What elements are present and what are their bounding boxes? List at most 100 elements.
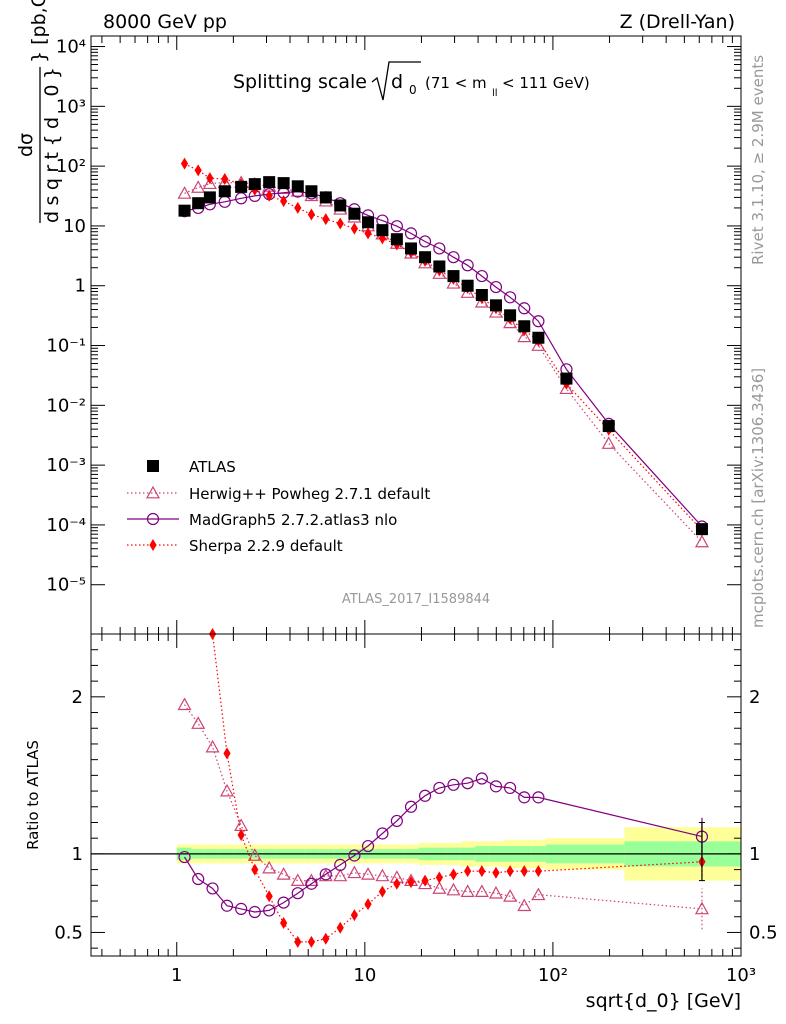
data-point	[504, 309, 517, 322]
data-point	[418, 235, 432, 248]
ratio-axis-ticks: 1 10 10² 10³ 0.5 0.5 1 1 2 2	[54, 634, 778, 986]
ratio-point	[294, 935, 302, 948]
ratio-point	[449, 868, 458, 881]
ratio-point	[461, 777, 474, 790]
legend-entry: Sherpa 2.2.9 default	[127, 537, 343, 555]
data-point	[447, 270, 460, 283]
x-tick-label: 10	[353, 965, 376, 986]
xlabel: sqrt{d_0} [GeV]	[586, 990, 741, 1012]
data-point	[177, 186, 192, 199]
ratio-point	[178, 850, 191, 864]
ratio-point	[191, 716, 206, 729]
data-point	[404, 227, 418, 240]
data-point	[461, 259, 474, 272]
data-point	[694, 534, 709, 548]
data-point	[475, 288, 488, 301]
ylabel-unit: } [pb,GeV	[28, 0, 50, 63]
ratio-point	[432, 881, 447, 894]
data-point	[390, 233, 403, 246]
ratio-point	[506, 865, 514, 878]
ylabel-denominator: dsqrt{d_0}	[41, 67, 63, 223]
ratio-point	[488, 885, 503, 899]
data-point	[489, 299, 502, 312]
sqrt-symbol	[371, 61, 421, 101]
legend-entry: ATLAS	[147, 458, 236, 476]
data-point	[218, 185, 231, 198]
data-point	[235, 180, 248, 193]
data-point	[265, 189, 273, 202]
x-tick-label: 1	[171, 965, 182, 986]
ratio-point	[318, 868, 333, 882]
mcplots-label: mcplots.cern.ch [arXiv:1306.3436]	[749, 368, 767, 628]
data-point	[405, 242, 418, 255]
ratio-point	[307, 935, 316, 948]
ratio-point	[475, 772, 488, 785]
ratio-point	[263, 904, 276, 917]
ratio-point	[375, 868, 390, 882]
data-point	[319, 191, 332, 204]
data-point	[447, 251, 460, 264]
ratio-point	[336, 921, 344, 934]
legend-marker	[145, 485, 161, 499]
ratio-point	[177, 697, 192, 711]
data-point	[203, 191, 216, 204]
y-tick-label: 10³	[56, 96, 86, 117]
ratio-point	[280, 917, 288, 930]
ratio-point	[364, 898, 372, 911]
data-point	[364, 227, 372, 240]
ratio-plot-marks	[177, 628, 709, 948]
main-axis-ticks: 10⁻⁵ 10⁻⁴ 10⁻³ 10⁻² 10⁻¹ 1 10 10² 10³ 10⁴	[46, 36, 742, 634]
series-square	[178, 176, 708, 536]
ratio-point	[517, 898, 532, 912]
data-point	[488, 305, 503, 318]
y-tick-label: 10²	[56, 156, 86, 177]
header-left: 8000 GeV pp	[103, 11, 227, 33]
data-point	[489, 280, 503, 294]
plot-title: Splitting scale d 0 (71 < m ll < 111 GeV…	[233, 61, 590, 101]
ratio-point	[489, 780, 503, 793]
y-tick-label-right: 1	[749, 844, 760, 865]
ratio-frame	[90, 633, 742, 957]
data-point	[475, 269, 488, 283]
data-point	[460, 285, 475, 298]
ratio-point	[334, 858, 347, 871]
data-point	[602, 420, 615, 433]
ratio-point	[304, 873, 319, 887]
ylabel-numerator: dσ	[15, 133, 37, 157]
ratio-point	[464, 865, 472, 878]
y-tick-label: 1	[72, 844, 83, 865]
ratio-series-diamond	[208, 628, 706, 948]
ratio-point	[532, 791, 545, 804]
data-point	[378, 232, 387, 245]
y-tick-label-right: 2	[749, 687, 760, 708]
data-point	[322, 213, 330, 226]
ratio-point	[421, 874, 429, 887]
title-range: (71 < m	[425, 74, 487, 92]
ratio-point	[234, 818, 249, 832]
ratio-line	[184, 704, 703, 910]
data-point	[560, 372, 573, 385]
ratio-point	[192, 872, 205, 886]
data-point	[178, 204, 191, 217]
ratio-panel: 1 10 10² 10³ 0.5 0.5 1 1 2 2 Ratio to ATLAS sqrt{…	[24, 628, 778, 1012]
ratio-point	[520, 865, 528, 878]
legend-marker	[147, 460, 159, 472]
y-tick-label: 10⁻³	[46, 455, 86, 476]
data-point	[334, 199, 347, 212]
data-point	[362, 216, 375, 229]
data-point	[348, 207, 361, 220]
ratio-point	[350, 909, 358, 922]
y-tick-label: 10⁻⁴	[46, 515, 86, 536]
ratio-point	[694, 901, 709, 915]
ratio-point	[237, 829, 245, 842]
data-point	[503, 315, 518, 329]
ratio-point	[251, 863, 259, 876]
ratio-point	[378, 885, 387, 898]
ratio-point	[404, 800, 418, 813]
ratio-point	[418, 876, 433, 890]
ratio-point	[361, 867, 376, 880]
main-ylabel: dσ dsqrt{d_0} } [pb,GeV -1 ]	[15, 0, 63, 223]
ratio-point	[534, 865, 542, 878]
ratio-point	[262, 860, 277, 874]
